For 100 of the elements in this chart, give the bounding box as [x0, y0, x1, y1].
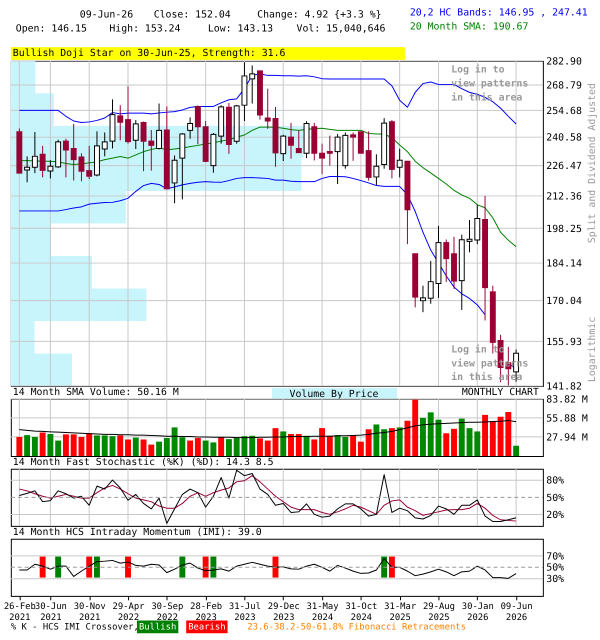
bar — [102, 435, 108, 456]
chart-title: 14 Month HCS Intraday Momentum (IMI): 39.0 — [12, 526, 262, 538]
y-tick-label: 282.90 — [546, 56, 582, 68]
bar — [202, 440, 209, 456]
bar — [148, 444, 154, 456]
bar — [304, 436, 310, 456]
text: Bullish Doji Star on 30-Jun-25, Strength: 31.6 — [12, 48, 286, 59]
text: Bearish — [188, 622, 226, 632]
candlestick — [326, 135, 333, 166]
bar — [451, 428, 457, 456]
chart-title: 14 Month Fast Stochastic (%K) (%D): 14.3 8.5 — [12, 456, 274, 468]
text: Vol: 15,040,646 — [296, 23, 386, 34]
x-tick-label: 31-May 2024 — [306, 602, 339, 624]
bar — [125, 439, 131, 456]
y-tick-label: 70% — [546, 551, 564, 562]
bar — [443, 433, 450, 456]
bar — [264, 440, 271, 456]
y-tick-label: 226.47 — [546, 161, 582, 172]
bar — [334, 435, 341, 456]
x-tick-label: 28-Feb 2023 — [190, 602, 222, 624]
candlestick — [334, 134, 341, 185]
candlestick — [474, 204, 480, 245]
candlestick — [187, 116, 194, 140]
bar — [32, 436, 38, 456]
y-tick-label: 170.04 — [546, 296, 582, 308]
text: Low: 143.13 — [208, 23, 274, 34]
bar — [428, 412, 434, 456]
candlestick — [32, 132, 38, 174]
candlestick — [280, 134, 286, 162]
y-tick-label: 268.79 — [546, 80, 582, 92]
text: Open: 146.15 — [16, 23, 87, 34]
bar — [326, 436, 333, 456]
y-axis-title: Split and Dividend Adjusted — [587, 83, 598, 244]
candlestick — [156, 103, 162, 150]
candlestick — [420, 285, 426, 313]
bar — [474, 431, 480, 456]
bar — [16, 436, 22, 456]
x-tick-label: 30-Jun 2021 — [34, 602, 67, 624]
candlestick — [140, 121, 146, 172]
bar — [342, 436, 348, 456]
bar — [40, 432, 46, 456]
y-tick-label: 184.14 — [546, 258, 582, 270]
bar — [117, 435, 124, 456]
x-tick-label: 29-Dec 2023 — [268, 602, 300, 624]
candlestick — [148, 129, 154, 172]
y-tick-label: 254.68 — [546, 106, 582, 117]
text: Close: 152.04 — [154, 10, 231, 21]
candlestick — [296, 130, 302, 154]
candlestick — [117, 104, 124, 141]
text: 20 Month SMA: 190.67 — [410, 21, 528, 32]
y-tick-label: 55.88 M — [546, 413, 588, 424]
candlestick — [428, 260, 434, 304]
candlestick — [288, 122, 294, 160]
bar — [132, 438, 139, 456]
bar — [187, 440, 194, 456]
candlestick — [396, 148, 403, 178]
y-tick-label: 155.93 — [546, 336, 582, 348]
text: 23.6-38.2-50-61.8% Fibonacci Retracements — [247, 622, 466, 632]
bar — [458, 418, 465, 456]
line-series — [18, 558, 517, 579]
bar — [482, 414, 488, 456]
x-tick-label: 31-Jul 2023 — [228, 602, 261, 624]
x-tick-label: 30-Jan 2026 — [462, 602, 494, 624]
candlestick — [373, 154, 380, 186]
text: 09-Jun-26 — [80, 10, 134, 21]
x-tick-label: 09-Jun 2026 — [500, 602, 533, 624]
bar — [179, 437, 186, 456]
text: Bullish — [138, 622, 176, 632]
candlestick — [172, 155, 178, 204]
bar — [94, 435, 100, 456]
y-tick-label: 240.58 — [546, 132, 582, 144]
bar — [388, 428, 395, 456]
candlestick — [264, 88, 271, 130]
text: High: 153.24 — [109, 23, 181, 34]
bar — [513, 446, 520, 456]
y-tick-label: 20% — [546, 510, 564, 521]
text: Change: 4.92 {+3.3 %} — [257, 10, 382, 21]
bar — [210, 442, 216, 456]
bar — [194, 438, 201, 456]
candlestick — [24, 156, 30, 183]
x-tick-label: 26-Feb 2021 — [4, 602, 36, 624]
y-tick-label: 50% — [546, 492, 564, 504]
y-tick-label: 30% — [546, 574, 564, 586]
x-tick-label: 31-Mar 2025 — [384, 602, 416, 624]
y-tick-label: 212.36 — [546, 191, 582, 202]
bar — [420, 418, 426, 456]
bar — [396, 427, 403, 456]
bar — [505, 412, 512, 456]
bar — [24, 435, 30, 456]
x-tick-label: 31-Oct 2024 — [345, 602, 378, 624]
legend-title: % K - HCS IMI Crossover, — [10, 622, 139, 632]
x-tick-label: 30-Nov 2021 — [74, 602, 106, 624]
text: Volume By Price — [290, 388, 379, 400]
bar — [140, 439, 146, 456]
candlestick — [319, 143, 326, 175]
x-tick-label: 29-Aug 2025 — [422, 602, 455, 624]
x-tick-label: 29-Apr 2022 — [112, 602, 145, 624]
candlestick — [125, 86, 131, 144]
chart-title: 14 Month SMA Volume: 50.16 M — [12, 386, 179, 398]
bar — [319, 428, 326, 456]
